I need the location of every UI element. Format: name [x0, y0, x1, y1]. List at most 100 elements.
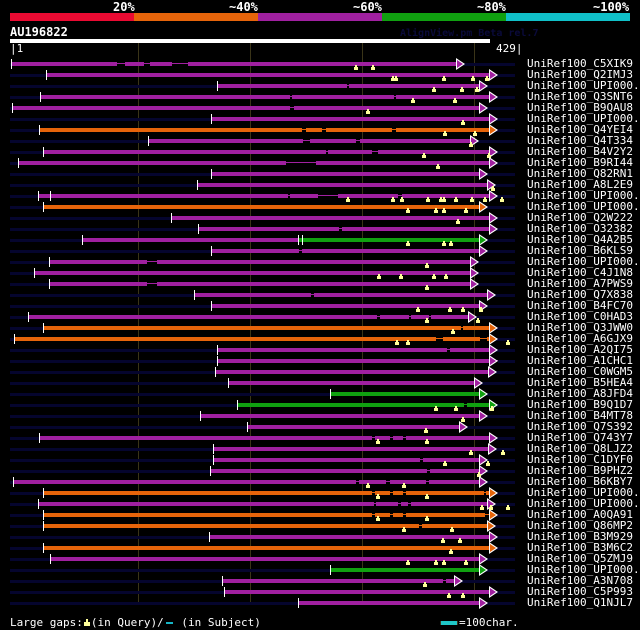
alignment-bar[interactable]	[42, 205, 480, 209]
alignment-bar[interactable]	[224, 590, 490, 594]
hit-label[interactable]: UniRef100_Q4YEI4	[527, 123, 633, 136]
hit-row[interactable]: UniRef100_Q3JWW0	[0, 321, 640, 334]
alignment-bar[interactable]	[210, 249, 480, 253]
hit-label[interactable]: UniRef100_B9PHZ2	[527, 464, 633, 477]
hit-row[interactable]: UniRef100_Q86MP2	[0, 519, 640, 532]
hit-row[interactable]: UniRef100_B3M929	[0, 530, 640, 543]
alignment-bar[interactable]	[42, 546, 490, 550]
hit-row[interactable]: UniRef100_UPI000..	[0, 486, 640, 499]
hit-row[interactable]: UniRef100_UPI000..	[0, 189, 640, 202]
alignment-bar[interactable]	[38, 194, 490, 198]
hit-label[interactable]: UniRef100_UPI000..	[527, 255, 640, 268]
hit-row[interactable]: UniRef100_Q7X838	[0, 288, 640, 301]
hit-label[interactable]: UniRef100_Q7X838	[527, 288, 633, 301]
hit-label[interactable]: UniRef100_A0QA91	[527, 508, 633, 521]
hit-row[interactable]: UniRef100_A8JFD4	[0, 387, 640, 400]
hit-row[interactable]: UniRef100_UPI000..	[0, 497, 640, 510]
hit-row[interactable]: UniRef100_B9QAU8	[0, 101, 640, 114]
hit-row[interactable]: UniRef100_UPI000..	[0, 112, 640, 125]
hit-row[interactable]: UniRef100_C5XIK9	[0, 57, 640, 70]
alignment-bar[interactable]	[49, 260, 471, 264]
alignment-bar[interactable]	[210, 117, 490, 121]
hit-row[interactable]: UniRef100_Q8LJZ2	[0, 442, 640, 455]
hit-row[interactable]: UniRef100_Q4YEI4	[0, 123, 640, 136]
hit-row[interactable]: UniRef100_B9PHZ2	[0, 464, 640, 477]
alignment-bar[interactable]	[38, 502, 488, 506]
alignment-bar[interactable]	[329, 392, 480, 396]
hit-label[interactable]: UniRef100_C5XIK9	[527, 57, 633, 70]
hit-row[interactable]: UniRef100_B9Q1D7	[0, 398, 640, 411]
hit-row[interactable]: UniRef100_C4J1N8	[0, 266, 640, 279]
hit-label[interactable]: UniRef100_C0HAD3	[527, 310, 633, 323]
hit-label[interactable]: UniRef100_A1CHC1	[527, 354, 633, 367]
hit-row[interactable]: UniRef100_Q2W222	[0, 211, 640, 224]
alignment-bar[interactable]	[42, 513, 490, 517]
alignment-bar[interactable]	[221, 579, 456, 583]
hit-label[interactable]: UniRef100_A8JFD4	[527, 387, 633, 400]
hit-label[interactable]: UniRef100_UPI000..	[527, 563, 640, 576]
hit-row[interactable]: UniRef100_B3M6C2	[0, 541, 640, 554]
hit-row[interactable]: UniRef100_C1DYF0	[0, 453, 640, 466]
hit-label[interactable]: UniRef100_C0WGM5	[527, 365, 633, 378]
hit-label[interactable]: UniRef100_A8L2E9	[527, 178, 633, 191]
hit-label[interactable]: UniRef100_C5P993	[527, 585, 633, 598]
hit-label[interactable]: UniRef100_C4J1N8	[527, 266, 633, 279]
hit-row[interactable]: UniRef100_B9RI44	[0, 156, 640, 169]
hit-row[interactable]: UniRef100_B4V2Y2	[0, 145, 640, 158]
alignment-bar[interactable]	[17, 161, 490, 165]
alignment-bar[interactable]	[199, 414, 480, 418]
hit-label[interactable]: UniRef100_Q4T334	[527, 134, 633, 147]
hit-row[interactable]: UniRef100_O32382	[0, 222, 640, 235]
alignment-bar[interactable]	[217, 359, 490, 363]
hit-label[interactable]: UniRef100_Q743Y7	[527, 431, 633, 444]
hit-label[interactable]: UniRef100_B4V2Y2	[527, 145, 633, 158]
hit-row[interactable]: UniRef100_A6GJX9	[0, 332, 640, 345]
hit-label[interactable]: UniRef100_Q8LJZ2	[527, 442, 633, 455]
hit-row[interactable]: UniRef100_UPI000..	[0, 79, 640, 92]
alignment-bar[interactable]	[329, 568, 480, 572]
hit-row[interactable]: UniRef100_A3N708	[0, 574, 640, 587]
hit-row[interactable]: UniRef100_A8L2E9	[0, 178, 640, 191]
alignment-bar[interactable]	[42, 491, 490, 495]
hit-label[interactable]: UniRef100_A2QI75	[527, 343, 633, 356]
hit-label[interactable]: UniRef100_B9QAU8	[527, 101, 633, 114]
alignment-bar[interactable]	[215, 370, 489, 374]
alignment-bar[interactable]	[198, 227, 490, 231]
alignment-bar[interactable]	[42, 326, 490, 330]
hit-label[interactable]: UniRef100_Q5ZMJ9	[527, 552, 633, 565]
alignment-bar[interactable]	[33, 271, 471, 275]
hit-row[interactable]: UniRef100_A1CHC1	[0, 354, 640, 367]
hit-row[interactable]: UniRef100_B6KBY7	[0, 475, 640, 488]
hit-label[interactable]: UniRef100_A7PWS9	[527, 277, 633, 290]
hit-row[interactable]: UniRef100_A0QA91	[0, 508, 640, 521]
alignment-bar[interactable]	[246, 425, 460, 429]
hit-label[interactable]: UniRef100_UPI000..	[527, 497, 640, 510]
hit-label[interactable]: UniRef100_Q4A2B5	[527, 233, 633, 246]
hit-row[interactable]: UniRef100_A2QI75	[0, 343, 640, 356]
hit-row[interactable]: UniRef100_Q4A2B5	[0, 233, 640, 246]
hit-row[interactable]: UniRef100_UPI000..	[0, 255, 640, 268]
hit-row[interactable]: UniRef100_A7PWS9	[0, 277, 640, 290]
hit-label[interactable]: UniRef100_A3N708	[527, 574, 633, 587]
hit-label[interactable]: UniRef100_Q2W222	[527, 211, 633, 224]
hit-row[interactable]: UniRef100_Q3SNT6	[0, 90, 640, 103]
hit-label[interactable]: UniRef100_UPI000..	[527, 79, 640, 92]
alignment-bar[interactable]	[14, 337, 490, 341]
hit-label[interactable]: UniRef100_Q1NJL7	[527, 596, 633, 609]
alignment-bar[interactable]	[13, 480, 480, 484]
alignment-bar[interactable]	[42, 524, 488, 528]
alignment-bar[interactable]	[11, 62, 458, 66]
hit-row[interactable]: UniRef100_B5HEA4	[0, 376, 640, 389]
hit-row[interactable]: UniRef100_Q743Y7	[0, 431, 640, 444]
hit-label[interactable]: UniRef100_C1DYF0	[527, 453, 633, 466]
hit-row[interactable]: UniRef100_Q1NJL7	[0, 596, 640, 609]
hit-row[interactable]: UniRef100_B4MT78	[0, 409, 640, 422]
hit-row[interactable]: UniRef100_Q2IMJ3	[0, 68, 640, 81]
hit-label[interactable]: UniRef100_UPI000..	[527, 112, 640, 125]
alignment-bar[interactable]	[171, 216, 490, 220]
hit-label[interactable]: UniRef100_UPI000..	[527, 486, 640, 499]
alignment-bar[interactable]	[42, 150, 490, 154]
hit-row[interactable]: UniRef100_C5P993	[0, 585, 640, 598]
alignment-bar[interactable]	[208, 535, 490, 539]
hit-row[interactable]: UniRef100_Q7S392	[0, 420, 640, 433]
